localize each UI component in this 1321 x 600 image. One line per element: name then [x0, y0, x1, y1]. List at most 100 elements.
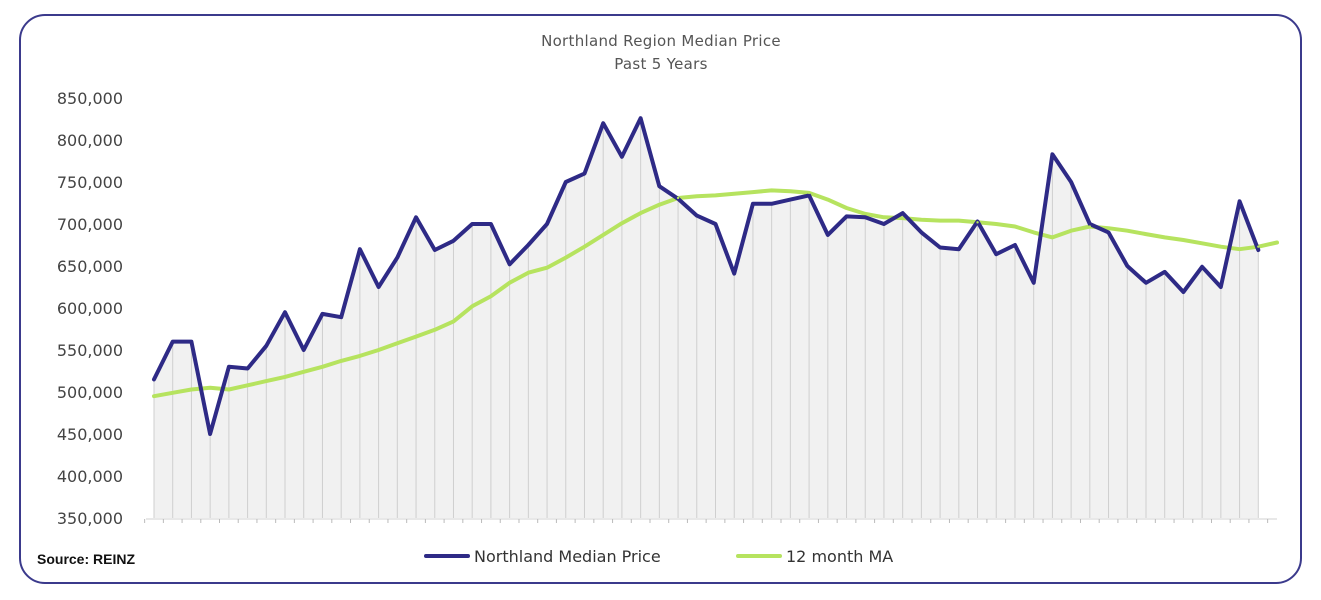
- median-price-point: [171, 340, 175, 344]
- median-price-point: [1200, 265, 1204, 269]
- ma-point: [789, 190, 792, 193]
- median-price-point: [1181, 290, 1185, 294]
- y-tick-label: 400,000: [57, 467, 123, 486]
- ma-point: [995, 222, 998, 226]
- legend-label-ma: 12 month MA: [786, 547, 893, 566]
- median-price-point: [1088, 222, 1092, 226]
- median-price-point: [358, 247, 362, 251]
- ma-point: [639, 211, 642, 215]
- ma-point: [396, 342, 399, 345]
- ma-point: [901, 216, 904, 220]
- median-price-point: [1219, 285, 1223, 289]
- ma-point: [545, 266, 549, 269]
- ma-point: [938, 219, 942, 222]
- median-price-point: [320, 312, 324, 316]
- median-price-point: [770, 202, 774, 206]
- median-price-point: [489, 222, 493, 226]
- ma-point: [1013, 225, 1017, 228]
- y-tick-label: 850,000: [57, 89, 123, 108]
- ma-point: [1219, 245, 1223, 248]
- ma-point: [676, 196, 680, 200]
- median-price-point: [302, 348, 306, 352]
- ma-point: [452, 320, 455, 323]
- ma-point: [414, 335, 418, 338]
- ma-point: [208, 386, 212, 389]
- median-price-point: [826, 233, 830, 237]
- ma-point: [1126, 229, 1129, 232]
- source-note: Source: REINZ: [37, 551, 135, 567]
- median-price-point: [1163, 270, 1167, 274]
- median-price-point: [339, 315, 343, 319]
- median-price-point: [1256, 248, 1260, 252]
- median-price-point: [1125, 264, 1129, 268]
- ma-point: [1032, 231, 1035, 234]
- median-price-point: [751, 202, 755, 206]
- median-price-point: [1050, 152, 1054, 156]
- ma-point: [1182, 238, 1185, 242]
- y-tick-label: 450,000: [57, 425, 123, 444]
- ma-point: [1238, 248, 1241, 251]
- legend-label-median: Northland Median Price: [474, 547, 661, 566]
- chart-title: Northland Region Median Price: [541, 32, 781, 50]
- median-price-point: [994, 252, 998, 256]
- ma-point: [751, 190, 755, 194]
- median-price-point: [152, 377, 156, 381]
- ma-point: [1275, 241, 1279, 244]
- median-price-point: [526, 243, 530, 247]
- ma-point: [1107, 227, 1110, 230]
- ma-point: [1200, 242, 1204, 245]
- ma-point: [1163, 236, 1166, 239]
- y-tick-label: 550,000: [57, 341, 123, 360]
- ma-point: [620, 221, 624, 225]
- ma-point: [807, 191, 811, 195]
- median-price-point: [657, 184, 661, 188]
- ma-point: [227, 388, 231, 391]
- median-price-point: [377, 285, 381, 289]
- ma-point: [714, 194, 717, 197]
- y-tick-label: 750,000: [57, 173, 123, 192]
- y-tick-label: 650,000: [57, 257, 123, 276]
- y-tick-label: 800,000: [57, 131, 123, 150]
- ma-point: [321, 365, 324, 368]
- median-price-point: [695, 214, 699, 218]
- ma-point: [564, 256, 567, 259]
- ma-point: [470, 305, 474, 308]
- median-price-point: [919, 230, 923, 234]
- median-price-point: [227, 365, 231, 369]
- ma-point: [957, 219, 961, 222]
- ma-point: [920, 218, 923, 221]
- median-price-point: [564, 180, 568, 184]
- ma-point: [845, 206, 848, 210]
- median-price-point: [1013, 243, 1017, 247]
- legend: Northland Median Price 12 month MA: [424, 547, 893, 566]
- median-price-point: [620, 155, 624, 159]
- median-price-point: [545, 222, 549, 226]
- median-price-point: [283, 310, 287, 314]
- median-price-point: [1107, 230, 1111, 234]
- y-tick-label: 600,000: [57, 299, 123, 318]
- median-price-point: [601, 121, 605, 125]
- series-line-northland-median-price: [152, 116, 1261, 436]
- ma-point: [770, 189, 773, 192]
- median-price-point: [714, 222, 717, 226]
- median-price-point: [882, 222, 886, 226]
- median-price-point: [582, 172, 586, 176]
- median-price-point: [189, 340, 193, 344]
- ma-point: [283, 375, 287, 379]
- ma-point: [1088, 225, 1092, 228]
- ma-point: [339, 359, 343, 363]
- y-tick-label: 350,000: [57, 509, 123, 528]
- median-price-point: [1144, 281, 1148, 285]
- ma-point: [265, 379, 268, 383]
- ma-point: [1144, 232, 1148, 236]
- median-price-point: [451, 239, 455, 243]
- ma-point: [433, 328, 436, 332]
- median-price-point: [208, 432, 212, 436]
- median-price-point: [1069, 180, 1073, 184]
- median-price-point: [264, 344, 268, 348]
- median-price-point: [1032, 281, 1036, 285]
- area-under-median: [154, 118, 1259, 518]
- ma-point: [171, 391, 174, 395]
- ma-point: [602, 233, 605, 237]
